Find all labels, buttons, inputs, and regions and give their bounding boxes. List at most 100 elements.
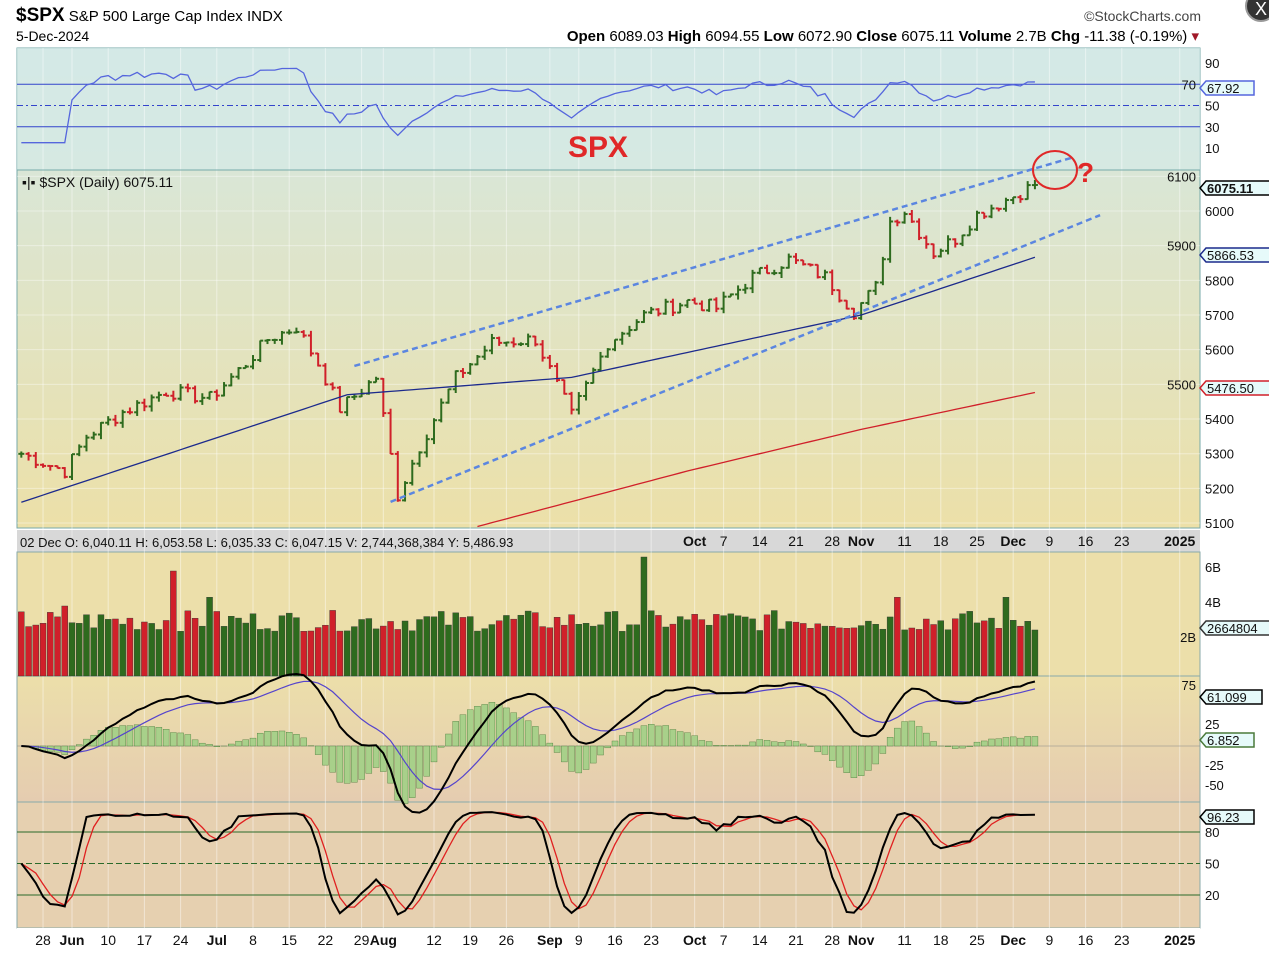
macd-histogram-bar: [148, 726, 155, 747]
volume-bar: [995, 628, 1002, 677]
chg-value: -11.38 (-0.19%): [1084, 28, 1188, 45]
ma200-tag-box: [1199, 380, 1269, 396]
volume-bar: [590, 625, 597, 677]
x-tick-label-top: 14: [752, 533, 768, 549]
macd-histogram-bar: [930, 741, 937, 747]
macd-histogram-bar: [619, 735, 626, 747]
price-tick-label: 5900: [1167, 239, 1196, 254]
price-tick-label: 5600: [1205, 343, 1234, 358]
volume-bar: [727, 613, 735, 677]
rsi-tag-box: [1199, 80, 1255, 96]
info-bar: [17, 530, 1200, 552]
macd-histogram-bar: [749, 741, 756, 747]
price-tick-label: 5400: [1205, 412, 1234, 427]
spx-annotation: SPX: [568, 131, 628, 164]
price-tick-label: 5100: [1205, 516, 1234, 531]
macd-histogram-bar: [865, 745, 872, 771]
x-tick-label: 16: [1078, 932, 1094, 948]
volume-bar: [322, 624, 329, 677]
macd-histogram-bar: [669, 729, 677, 747]
volume-bar: [206, 597, 213, 677]
rsi-tick-label: 10: [1205, 141, 1219, 156]
macd-histogram-bar: [633, 728, 640, 747]
volume-bar: [720, 615, 727, 677]
price-tick-label: 5200: [1205, 481, 1234, 496]
x-tick-label: 18: [933, 932, 949, 948]
volume-bar: [604, 611, 611, 677]
volume-bar: [119, 623, 126, 677]
ohlc-summary: Open 6089.03 High 6094.55 Low 6072.90 Cl…: [567, 27, 1199, 45]
x-tick-label-top: 18: [933, 533, 949, 549]
volume-bar: [416, 619, 423, 677]
x-tick-label-top: Oct: [683, 533, 707, 549]
volume-bar: [553, 617, 561, 677]
close-label: Close: [856, 28, 898, 45]
stoch-tag: 96.23: [1207, 810, 1240, 825]
volume-bar: [973, 622, 981, 677]
stoch-tag-box: [1199, 809, 1255, 825]
volume-bar: [112, 618, 119, 677]
volume-bar: [213, 611, 221, 677]
x-tick-label-top: 25: [969, 533, 985, 549]
volume-bar: [423, 616, 430, 677]
macd-histogram-bar: [517, 717, 525, 747]
volume-bar: [1010, 620, 1017, 677]
volume-bar: [488, 624, 496, 677]
x-tick-label: Aug: [370, 932, 397, 948]
volume-bar: [438, 611, 445, 677]
x-tick-label: 11: [897, 932, 912, 948]
macd-histogram-bar: [821, 745, 829, 755]
macd-histogram-bar: [640, 725, 648, 747]
volume-bar: [372, 628, 380, 677]
macd-histogram-bar: [981, 740, 988, 747]
macd-histogram-bar: [705, 741, 713, 747]
macd-histogram-bar: [133, 724, 141, 747]
volume-bar: [351, 626, 358, 677]
volume-bar: [800, 623, 807, 677]
volume-bar: [148, 623, 155, 677]
macd-histogram-bar: [582, 745, 590, 770]
x-tick-label-top: 7: [720, 533, 728, 549]
macd-histogram-bar: [792, 741, 800, 747]
volume-bar: [307, 630, 315, 677]
x-tick-label-top: Dec: [1000, 533, 1026, 549]
macd-histogram-bar: [452, 721, 459, 747]
volume-bar: [814, 623, 821, 677]
macd-histogram-bar: [785, 740, 792, 747]
ma200-line: [477, 391, 1036, 528]
volume-bar: [25, 626, 32, 677]
brand: ©StockCharts.com: [1084, 8, 1201, 24]
macd-histogram-bar: [995, 738, 1002, 747]
macd-histogram-bar: [358, 745, 365, 780]
price-tag: 6075.11: [1207, 181, 1253, 196]
volume-bar: [126, 617, 134, 677]
exchange: INDX: [246, 8, 283, 25]
x-tick-label: 10: [100, 932, 116, 948]
volume-bar: [988, 617, 995, 677]
price-tag-box: [1199, 180, 1269, 196]
x-tick-label-top: 21: [788, 533, 804, 549]
x-tick-label: 28: [35, 932, 51, 948]
macd-histogram-bar: [1010, 736, 1017, 747]
volume-bar: [532, 612, 539, 677]
volume-bar: [314, 627, 322, 677]
close-button[interactable]: X: [1245, 0, 1269, 22]
volume-bar: [387, 621, 394, 677]
volume-bar: [220, 626, 228, 677]
x-tick-label-top: 2025: [1164, 533, 1195, 549]
volume-bar: [459, 617, 467, 677]
x-tick-label: 23: [1114, 932, 1130, 948]
macd-histogram-bar: [336, 745, 344, 783]
volume-bar: [133, 629, 141, 677]
volume-bar: [734, 615, 742, 677]
x-tick-label: 23: [643, 932, 659, 948]
macd-histogram-bar: [771, 741, 778, 747]
volume-bar: [452, 612, 459, 677]
volume-bar: [510, 618, 517, 677]
trendline: [354, 156, 1072, 368]
volume-tag: 2664804: [1207, 621, 1258, 636]
macd-histogram-bar: [510, 712, 517, 747]
volume-bar: [54, 616, 61, 677]
volume-bar: [1017, 625, 1024, 677]
